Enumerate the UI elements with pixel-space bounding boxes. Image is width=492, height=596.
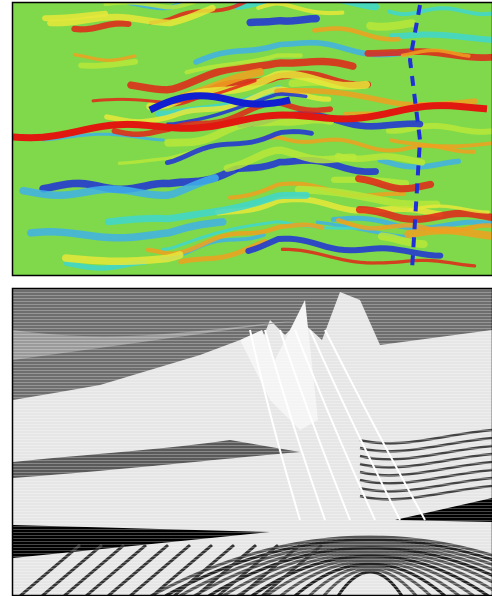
amplitude-band <box>370 23 412 27</box>
amplitude-band <box>250 19 316 23</box>
scanline-overlay <box>13 289 492 595</box>
amplitude-panel <box>13 0 492 275</box>
structure-panel <box>13 289 492 596</box>
page: (() => { JSON.parse(document.getElementB… <box>0 0 492 596</box>
seismic-figure <box>0 0 492 596</box>
